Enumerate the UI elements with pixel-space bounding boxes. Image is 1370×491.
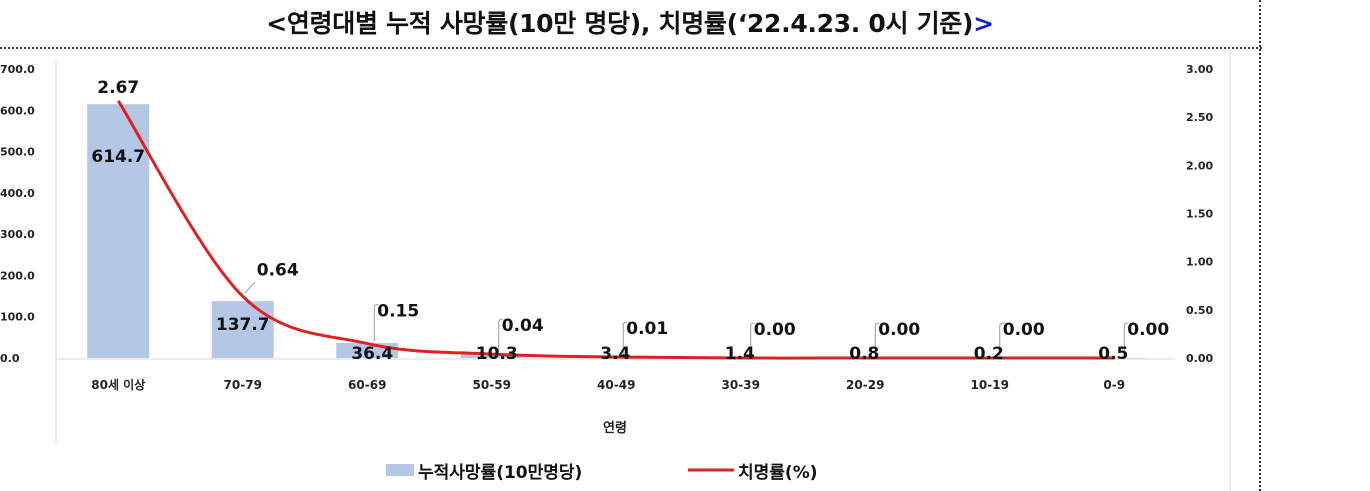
bar-data-label: 614.7 xyxy=(91,147,145,167)
x-tick-label: 40-49 xyxy=(597,378,635,392)
leader-line xyxy=(874,322,880,356)
bar-data-label: 0.5 xyxy=(1098,344,1128,364)
chart-title-text: <연령대별 누적 사망률(10만 명당), 치명률(‘22.4.23. 0시 기… xyxy=(266,9,974,38)
y-tick-label: 400.0 xyxy=(0,187,35,200)
x-tick-label: 20-29 xyxy=(846,378,884,392)
label-leader-lines xyxy=(244,282,1129,356)
bar xyxy=(211,301,274,358)
legend-line-label: 치명률(%) xyxy=(738,463,818,483)
line-data-label: 0.00 xyxy=(1003,320,1045,340)
line-data-label: 0.00 xyxy=(1127,320,1169,340)
line-data-label: 2.67 xyxy=(97,78,139,98)
x-tick-label: 50-59 xyxy=(473,378,511,392)
y2-tick-label: 2.00 xyxy=(1186,159,1213,172)
dotted-divider-vertical xyxy=(1259,0,1261,491)
leader-line xyxy=(373,304,379,342)
line-data-label: 0.01 xyxy=(626,319,668,339)
y2-tick-label: 0.50 xyxy=(1186,304,1213,317)
y2-tick-label: 2.50 xyxy=(1186,111,1213,124)
x-tick-label: 70-79 xyxy=(224,378,262,392)
leader-line xyxy=(1123,322,1129,356)
y-axis-ticks: 0.0 100.0 200.0 300.0 400.0 500.0 600.0 700.0 xyxy=(0,63,35,365)
line-data-label: 0.15 xyxy=(377,302,419,322)
y-tick-label: 600.0 xyxy=(0,104,35,117)
bar-data-label: 36.4 xyxy=(351,344,393,364)
line-data-label: 0.04 xyxy=(502,316,544,336)
legend-bar-label: 누적사망률(10만명당) xyxy=(418,463,582,483)
y2-tick-label: 0.00 xyxy=(1186,352,1213,365)
line-data-label: 0.00 xyxy=(878,320,920,340)
chart-title: <연령대별 누적 사망률(10만 명당), 치명률(‘22.4.23. 0시 기… xyxy=(0,4,1260,40)
y-tick-label: 200.0 xyxy=(0,269,35,282)
bar-data-label: 3.4 xyxy=(600,344,630,364)
bar xyxy=(460,353,523,358)
leader-line xyxy=(999,322,1004,356)
leader-line xyxy=(622,321,628,356)
y2-axis-ticks: 0.00 0.50 1.00 1.50 2.00 2.50 3.00 xyxy=(1186,63,1213,365)
x-tick-label: 30-39 xyxy=(722,378,760,392)
dotted-divider-horizontal xyxy=(0,47,1262,49)
bar-data-label: 0.2 xyxy=(974,344,1004,364)
x-tick-label: 0-9 xyxy=(1103,378,1125,392)
x-tick-label: 80세 이상 xyxy=(91,377,145,392)
y-tick-label: 300.0 xyxy=(0,228,35,241)
leader-line xyxy=(498,318,503,353)
bar-data-label: 10.3 xyxy=(476,344,518,364)
bar-series xyxy=(87,104,1146,359)
y2-tick-label: 3.00 xyxy=(1186,63,1213,76)
x-axis-category-labels: 80세 이상 70-79 60-69 50-59 40-49 30-39 20-29 10-1… xyxy=(91,377,1125,392)
y-tick-label: 100.0 xyxy=(0,311,35,324)
x-axis-title: 연령 xyxy=(603,421,627,436)
line-data-labels: 2.67 0.64 0.15 0.04 0.01 0.00 0.00 0.00 0.00 xyxy=(97,78,1169,340)
bar-data-labels: 614.7 137.7 36.4 10.3 3.4 1.4 0.8 0.2 0.5 xyxy=(91,147,1128,364)
bar-data-label: 0.8 xyxy=(849,344,879,364)
y2-tick-label: 1.50 xyxy=(1186,208,1213,221)
leader-line xyxy=(244,282,256,294)
line-data-label: 0.00 xyxy=(754,320,796,340)
bar-data-label: 1.4 xyxy=(725,344,755,364)
bar xyxy=(87,104,150,359)
fatality-rate-line xyxy=(116,99,1115,360)
bar-data-label: 137.7 xyxy=(216,315,270,335)
leader-line xyxy=(750,322,755,356)
y-tick-label: 700.0 xyxy=(0,63,35,76)
legend: 누적사망률(10만명당) 치명률(%) xyxy=(386,463,818,483)
line-data-label: 0.64 xyxy=(257,260,299,280)
chart-title-gt: > xyxy=(973,9,994,38)
legend-bar-swatch xyxy=(386,464,414,476)
y-tick-label: 0.0 xyxy=(0,352,20,365)
x-tick-label: 60-69 xyxy=(348,378,386,392)
y-tick-label: 500.0 xyxy=(0,146,35,159)
x-tick-label: 10-19 xyxy=(971,378,1009,392)
y2-tick-label: 1.00 xyxy=(1186,256,1213,269)
